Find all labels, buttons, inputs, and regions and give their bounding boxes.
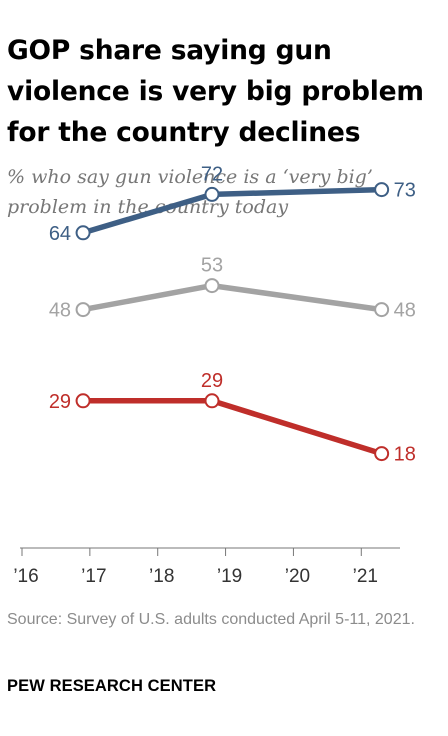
x-tick-label: ’18 — [149, 566, 174, 587]
data-point — [374, 446, 390, 462]
series-2: 48 53 48 — [49, 255, 416, 322]
source-note: Source: Survey of U.S. adults conducted … — [7, 611, 415, 628]
series-line — [80, 186, 385, 236]
data-label: 29 — [201, 370, 223, 392]
data-point — [374, 182, 390, 198]
credit-label: PEW RESEARCH CENTER — [7, 677, 217, 695]
series-1: 64 72 73 — [49, 163, 416, 244]
series-line — [80, 398, 385, 457]
data-label: 29 — [49, 391, 71, 413]
data-label: 64 — [49, 223, 71, 245]
chart-subtitle: % who say gun violence is a ‘very big’ p… — [7, 166, 373, 218]
data-point — [75, 225, 91, 241]
x-tick-label: ’21 — [353, 566, 378, 587]
series-layer: 64 72 73 48 53 48 29 29 18 — [49, 163, 416, 465]
chart-title: GOP share saying gun violence is very bi… — [7, 35, 424, 148]
x-tick-label: ’16 — [13, 566, 38, 587]
data-point — [75, 393, 91, 409]
data-point — [75, 302, 91, 318]
x-axis: ’16 ’17 ’18 ’19 ’20 ’21 — [13, 547, 400, 587]
data-label: 72 — [201, 163, 223, 185]
data-point — [204, 393, 220, 409]
data-point — [204, 278, 220, 294]
x-tick-label: ’19 — [217, 566, 242, 587]
data-point — [374, 302, 390, 318]
x-tick-label: ’20 — [285, 566, 310, 587]
series-3: 29 29 18 — [49, 370, 416, 466]
data-label: 48 — [394, 300, 416, 322]
data-label: 53 — [201, 255, 223, 277]
data-point — [204, 186, 220, 202]
x-tick-label: ’17 — [81, 566, 106, 587]
data-label: 48 — [49, 300, 71, 322]
series-line — [80, 282, 385, 313]
data-label: 18 — [394, 444, 416, 466]
data-label: 73 — [394, 180, 416, 202]
